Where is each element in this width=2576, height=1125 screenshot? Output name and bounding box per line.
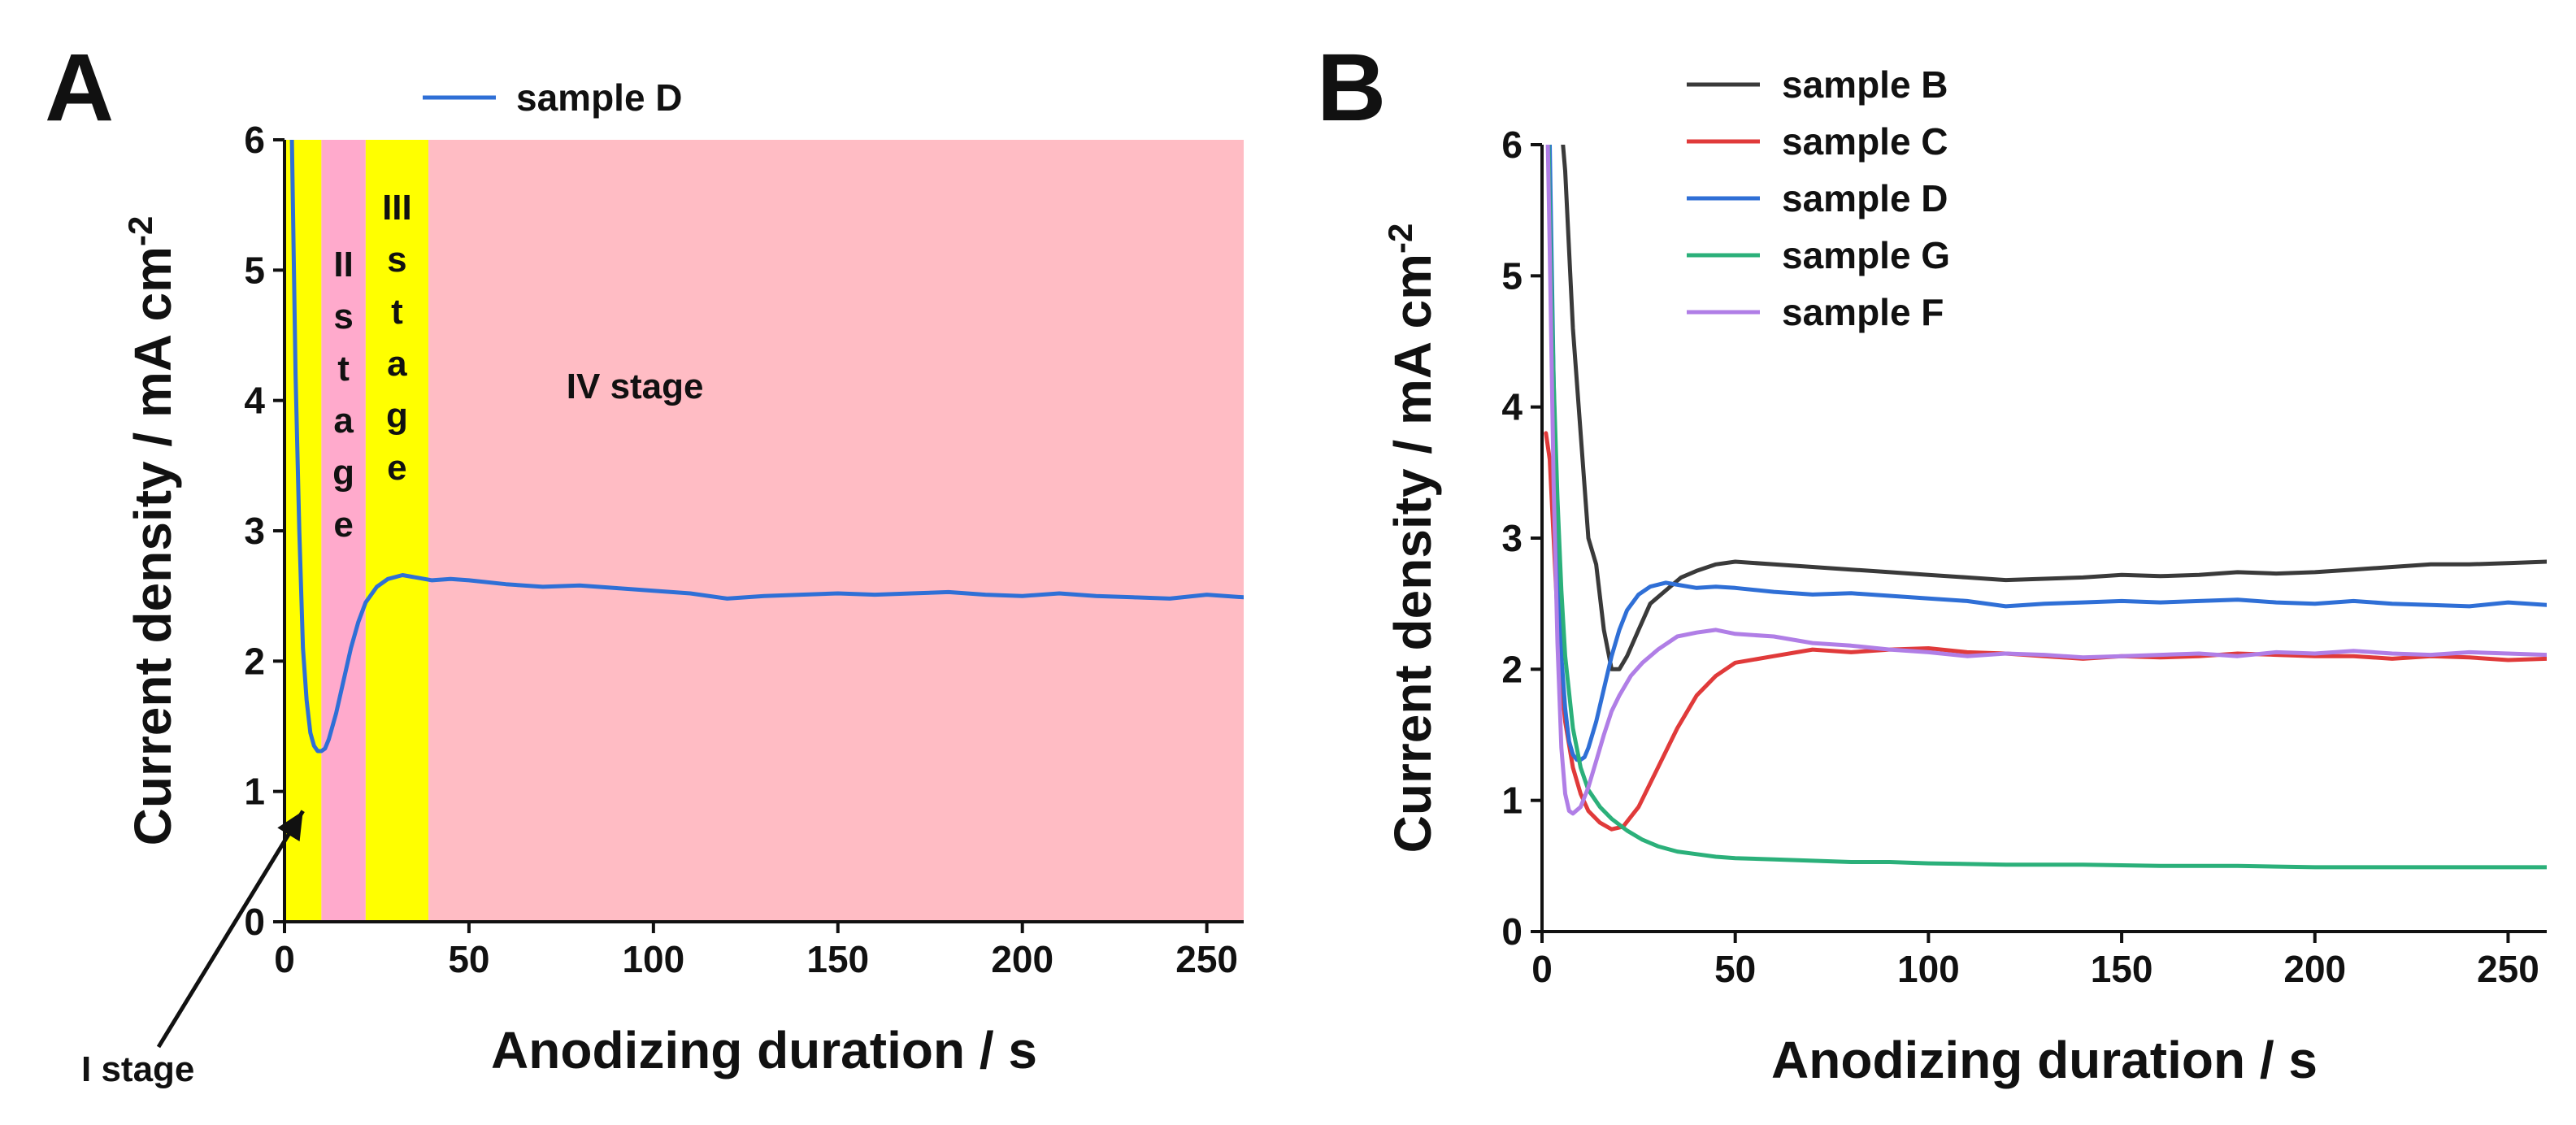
x-tick-label: 250 — [1175, 938, 1238, 980]
axes-a: 0 50 100 150 200 250 0 1 2 3 4 5 6 — [244, 119, 1244, 980]
y-axis-title-superscript: -2 — [121, 216, 159, 246]
y-tick-label: 0 — [244, 901, 265, 943]
x-axis-title-a: Anodizing duration / s — [491, 1021, 1037, 1079]
x-tick-label: 150 — [806, 938, 869, 980]
stage-region-3 — [365, 140, 428, 922]
stage-i-arrow-shaft — [156, 810, 305, 1049]
legend-label: sample D — [1782, 177, 1948, 219]
y-tick-label: 3 — [244, 510, 265, 552]
y-tick-label: 1 — [1501, 780, 1523, 822]
x-tick-label: 100 — [622, 938, 684, 980]
y-tick-label: 6 — [1501, 124, 1523, 166]
stage-iv-label: IV stage — [567, 367, 704, 406]
legend-label: sample B — [1782, 63, 1948, 106]
stage-ii-char: a — [333, 401, 354, 441]
x-tick-label: 50 — [1714, 948, 1756, 990]
y-tick-label: 4 — [244, 380, 265, 422]
y-tick-label: 3 — [1501, 517, 1523, 559]
stage-iii-char: t — [391, 292, 403, 332]
series-line-sample-c — [1544, 431, 2547, 832]
legend-label: sample D — [516, 76, 683, 119]
stage-region-2 — [321, 140, 366, 922]
legend-label: sample F — [1782, 291, 1944, 333]
y-axis-title-superscript: -2 — [1381, 224, 1419, 254]
x-tick-label: 250 — [2477, 948, 2539, 990]
y-axis-title-b: Current density / mA cm-2 — [1381, 224, 1443, 854]
stage-iii-char: g — [386, 396, 408, 436]
stage-iii-char: s — [387, 240, 406, 280]
axes-b: 0 50 100 150 200 250 0 1 2 3 4 5 6 — [1501, 124, 2547, 990]
series-line-sample-d — [1547, 145, 2547, 762]
stage-ii-char: e — [333, 505, 353, 545]
y-tick-label: 2 — [1501, 648, 1523, 690]
y-axis-title-main: Current density / mA cm — [124, 246, 182, 845]
stage-ii-char: s — [333, 297, 353, 337]
series-line-sample-f — [1545, 145, 2547, 816]
y-tick-label: 5 — [1501, 254, 1523, 297]
stage-region-1 — [285, 140, 322, 922]
legend-b: sample B sample C sample D sample G sample F — [1687, 63, 1950, 333]
y-tick-label: 6 — [244, 119, 265, 161]
stage-ii-char: II — [333, 245, 353, 285]
x-tick-label: 0 — [1531, 948, 1553, 990]
series-layer-a — [289, 140, 1244, 754]
x-tick-label: 0 — [274, 938, 295, 980]
panel-letter-a: A — [45, 34, 114, 141]
x-axis-title-b: Anodizing duration / s — [1771, 1031, 2318, 1089]
stage-regions — [285, 140, 1244, 922]
y-tick-label: 4 — [1501, 386, 1523, 428]
panel-letter-b: B — [1317, 34, 1386, 141]
legend-label: sample G — [1782, 234, 1950, 276]
stage-iii-char: a — [387, 344, 407, 384]
stage-iii-char: III — [382, 188, 412, 228]
x-tick-label: 150 — [2091, 948, 2153, 990]
legend-label: sample C — [1782, 120, 1948, 163]
y-tick-label: 1 — [244, 771, 265, 813]
series-line-sample-d — [289, 140, 1244, 754]
series-layer-b — [1544, 145, 2547, 870]
x-tick-label: 200 — [2283, 948, 2346, 990]
y-tick-label: 5 — [244, 249, 265, 291]
x-tick-label: 50 — [448, 938, 489, 980]
x-tick-label: 100 — [1897, 948, 1960, 990]
stage-iii-char: e — [387, 448, 406, 488]
legend-a: sample D — [423, 76, 683, 119]
stage-i-arrow-head — [277, 810, 303, 842]
stage-ii-char: g — [332, 453, 354, 493]
stage-region-4 — [428, 140, 1244, 922]
y-tick-label: 0 — [1501, 910, 1523, 953]
series-line-sample-g — [1546, 145, 2547, 870]
series-line-sample-b — [1561, 145, 2547, 671]
y-tick-label: 2 — [244, 640, 265, 682]
x-tick-label: 200 — [991, 938, 1053, 980]
y-axis-title-main: Current density / mA cm — [1384, 254, 1442, 853]
y-axis-title-a: Current density / mA cm-2 — [121, 216, 183, 846]
stage-ii-char: t — [337, 349, 350, 389]
stage-i-label: I stage — [81, 1049, 194, 1089]
